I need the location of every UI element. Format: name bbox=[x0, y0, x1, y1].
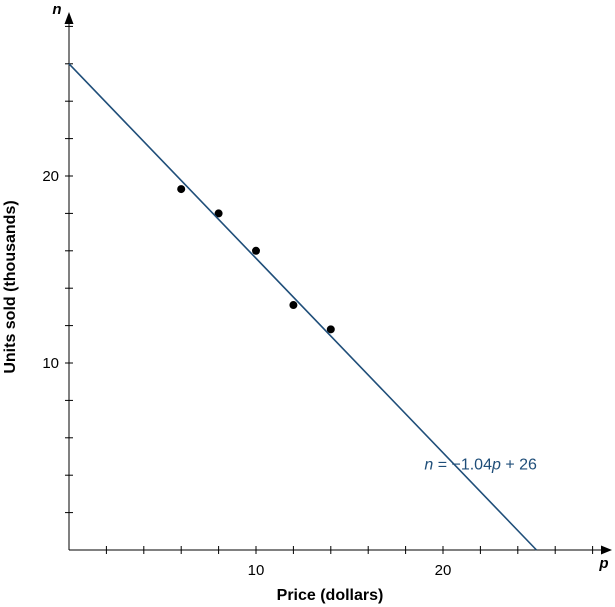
equation-variable: p bbox=[491, 456, 501, 473]
data-point bbox=[289, 301, 298, 310]
x-axis-variable: p bbox=[598, 555, 608, 572]
data-point bbox=[177, 185, 186, 194]
x-axis: 10 20 bbox=[69, 545, 612, 579]
y-axis-variable: n bbox=[52, 1, 61, 18]
x-tick-label: 10 bbox=[248, 562, 265, 579]
data-point bbox=[214, 209, 223, 218]
y-tick-label: 10 bbox=[42, 355, 59, 372]
equation-lhs: n bbox=[424, 456, 433, 473]
data-series bbox=[177, 185, 335, 334]
regression-line bbox=[68, 63, 538, 551]
x-tick-label: 20 bbox=[435, 562, 452, 579]
equation-coefficient: = −1.04 bbox=[433, 456, 492, 473]
regression-equation: n = −1.04p + 26 bbox=[424, 456, 537, 473]
data-point bbox=[252, 246, 260, 255]
x-axis-arrow bbox=[601, 545, 612, 555]
data-point bbox=[326, 325, 335, 334]
x-axis-title: Price (dollars) bbox=[277, 587, 384, 604]
y-axis-arrow bbox=[64, 12, 74, 24]
y-axis: 10 20 bbox=[42, 12, 74, 550]
y-tick-label: 20 bbox=[42, 168, 59, 185]
equation-intercept: + 26 bbox=[501, 456, 537, 473]
y-axis-title: Units sold (thousands) bbox=[2, 200, 19, 373]
regression-line-group bbox=[68, 63, 538, 551]
